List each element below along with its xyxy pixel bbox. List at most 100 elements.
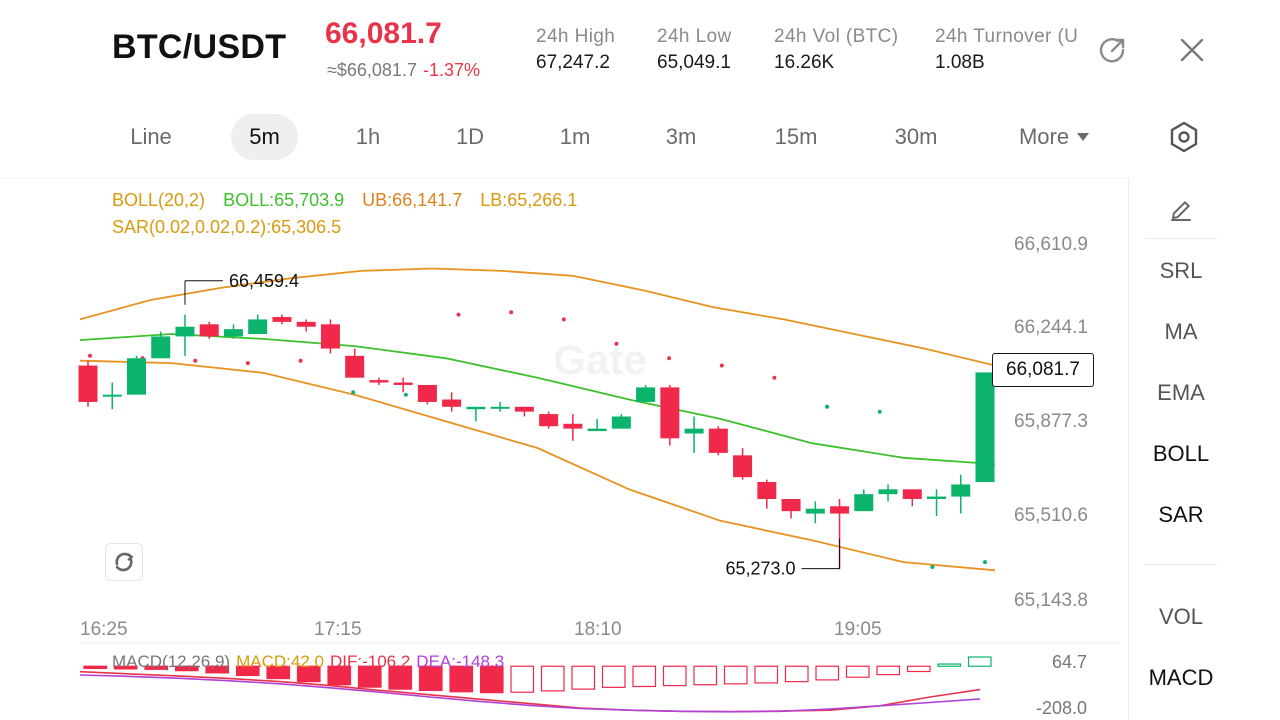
time-axis-label: 16:25 [80,619,128,640]
macd-histogram-bar [418,665,443,692]
macd-histogram-bar [937,663,962,667]
sar-dot [456,312,461,317]
macd-histogram-bar [723,665,748,685]
timeframe-tabs: Line 5m 1h 1D 1m 3m 15m 30m More [0,110,1280,164]
indicator-panel: SRL MA EMA BOLL SAR VOL MACD [1128,178,1232,720]
candle-body [296,321,316,327]
sar-dot [930,565,935,569]
candle-body [490,406,510,409]
indicator-ema[interactable]: EMA [1157,380,1205,405]
indicator-srl[interactable]: SRL [1159,258,1203,283]
candle-body [684,428,704,434]
indicator-ma[interactable]: MA [1164,319,1198,344]
sar-dot [614,341,619,346]
candle-body [951,484,971,497]
stat-24h-turnover: 24h Turnover (U 1.08B [935,26,1085,74]
macd-histogram-bar [815,665,840,681]
reset-chart-button[interactable] [105,543,143,581]
macd-histogram-bar [144,665,169,670]
candle-body [466,406,486,410]
sar-dot [877,409,882,414]
candle-body [854,494,874,512]
candle-body [878,489,898,495]
low-marker-label: 65,273.0 [725,559,795,579]
tab-1d[interactable]: 1D [455,124,485,149]
candle-body [708,428,728,453]
macd-histogram-bar [113,665,138,670]
macd-histogram-bar [571,665,596,690]
stat-value: 65,049.1 [657,52,731,73]
time-axis-label: 17:15 [314,619,362,640]
indicator-boll[interactable]: BOLL [1152,441,1210,466]
sar-dot [825,404,830,409]
tab-15m[interactable]: 15m [774,124,818,149]
candle-body [78,365,98,402]
macd-histogram-bar [266,665,291,680]
price-axis-label: 65,877.3 [1014,411,1088,432]
sar-dot [983,560,987,565]
candle-body [320,324,340,349]
close-icon[interactable] [1175,33,1209,67]
candle-body [393,382,413,385]
dea-value: DEA:-148.3 [416,652,505,671]
macd-histogram-bar [876,665,901,676]
tab-5m[interactable]: 5m [231,114,298,160]
tab-line[interactable]: Line [130,124,172,149]
high-marker-label: 66,459.4 [229,271,299,291]
candle-body [514,406,534,412]
boll-lower-line [79,359,996,572]
tab-30m[interactable]: 30m [894,124,938,149]
macd-params: MACD(12,26,9) [112,652,231,671]
indicator-macd[interactable]: MACD [1148,665,1214,690]
candle-body [563,423,583,429]
macd-histogram-bar [296,665,321,683]
change-percent: -1.37% [422,60,481,80]
more-dropdown[interactable]: More [1004,114,1104,160]
macd-histogram-bar [235,665,260,677]
macd-histogram-bar [693,665,718,686]
sar-dot [193,358,198,363]
stat-24h-vol: 24h Vol (BTC) 16.26K [774,26,899,74]
macd-histogram-bar [754,665,779,684]
candle-body [781,499,801,512]
candle-body [442,399,462,407]
macd-histogram-bar [205,665,230,674]
kline-chart[interactable]: Gate 66,459.4 65,273.0 BOLL(20,2) BOLL:65,7… [0,178,1128,720]
sar-dot [509,310,514,315]
more-label: More [1018,124,1070,149]
macd-histogram-bar [845,665,870,678]
candle-body [902,489,922,500]
macd-histogram-bar [540,665,565,692]
sar-dot [351,390,356,395]
stat-value: 16.26K [774,52,835,73]
pencil-icon[interactable] [1129,196,1233,230]
tab-1h[interactable]: 1h [355,124,381,149]
fiat-price-line: ≈$66,081.7 -1.37% [327,60,480,81]
tab-3m[interactable]: 3m [665,124,697,149]
sar-dot [245,361,250,366]
sar-legend: SAR(0.02,0.02,0.2):65,306.5 [112,217,359,238]
last-price: 66,081.7 [325,17,442,50]
tab-1m[interactable]: 1m [559,124,591,149]
candle-body [975,372,995,483]
candle-body [830,506,850,514]
share-icon[interactable] [1096,33,1130,67]
candle-body [151,336,171,359]
stat-24h-low: 24h Low 65,049.1 [657,26,732,74]
pair-title[interactable]: BTC/USDT [112,28,287,66]
sar-dot [561,317,566,322]
hexagon-settings-icon[interactable] [1167,120,1201,154]
stat-label: 24h High [536,26,616,47]
candle-body [733,455,753,478]
price-axis-label: 66,244.1 [1014,317,1088,338]
candle-body [660,387,680,439]
indicator-vol[interactable]: VOL [1158,604,1204,629]
indicator-sar[interactable]: SAR [1158,502,1204,527]
macd-histogram-bar [388,665,413,690]
boll-ub-value: UB:66,141.7 [362,190,463,210]
boll-mid-value: BOLL:65,703.9 [223,190,345,210]
chart-canvas[interactable]: Gate 66,459.4 65,273.0 [0,178,1128,720]
candle-body [805,508,825,514]
stat-label: 24h Low [657,26,732,47]
macd-axis-bottom: -208.0 [1036,698,1088,718]
